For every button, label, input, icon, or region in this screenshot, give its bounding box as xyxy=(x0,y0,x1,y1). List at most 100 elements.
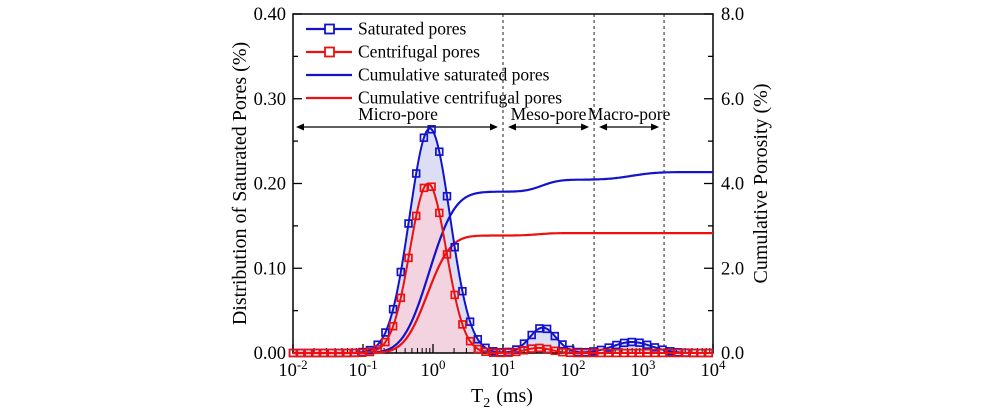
saturated-area-fill xyxy=(293,128,713,353)
saturated-series xyxy=(288,125,714,358)
centrifugal-series xyxy=(288,182,714,358)
centrifugal-square-marker xyxy=(642,348,652,358)
saturated-square-marker xyxy=(411,169,421,178)
x-axis-title: T2 (ms) xyxy=(471,385,533,411)
centrifugal-markers xyxy=(288,182,714,358)
x-axis-title-unit: (ms) xyxy=(496,385,533,407)
centrifugal-square-marker xyxy=(481,347,490,357)
centrifugal-square-marker xyxy=(488,348,498,357)
centrifugal-square-marker xyxy=(658,348,667,358)
centrifugal-square-marker xyxy=(334,348,344,358)
centrifugal-square-marker xyxy=(704,348,714,358)
y-left-tick-label: 0.00 xyxy=(254,344,286,364)
x-tick-exponent: -2 xyxy=(297,357,308,372)
centrifugal-square-marker xyxy=(673,348,683,358)
arrow-right-head-icon xyxy=(581,123,590,131)
saturated-square-marker xyxy=(612,340,621,350)
centrifugal-square-marker xyxy=(550,346,560,356)
y-left-tick-label: 0.40 xyxy=(254,5,286,25)
centrifugal-square-marker xyxy=(381,337,390,347)
x-tick-label: 101 xyxy=(491,357,516,381)
centrifugal-square-marker xyxy=(388,321,398,331)
centrifugal-square-marker xyxy=(458,320,467,329)
centrifugal-square-marker xyxy=(311,348,321,358)
x-tick-exponent: 4 xyxy=(719,357,726,372)
x-tick-base: 10 xyxy=(561,361,580,381)
saturated-square-marker xyxy=(558,340,567,349)
legend-square-marker-1 xyxy=(324,46,335,58)
region-label-micro-pore: Micro-pore xyxy=(358,104,438,124)
legend-square-marker-0 xyxy=(324,23,335,35)
saturated-square-marker xyxy=(650,343,660,352)
centrifugal-square-marker xyxy=(650,348,660,358)
y-right-tick-label: 4.0 xyxy=(721,175,744,195)
arrow-left-head-icon xyxy=(508,123,516,131)
x-tick-base: 10 xyxy=(278,361,297,381)
x-tick-label: 104 xyxy=(701,357,727,381)
centrifugal-square-marker xyxy=(666,348,675,358)
x-tick-exponent: 1 xyxy=(509,357,516,372)
x-tick-exponent: 0 xyxy=(439,357,446,372)
x-tick-label: 102 xyxy=(561,357,586,381)
saturated-square-marker xyxy=(450,242,459,252)
centrifugal-square-marker xyxy=(542,344,552,354)
centrifugal-square-marker xyxy=(696,348,706,358)
y-left-tick-label: 0.30 xyxy=(254,90,286,110)
centrifugal-square-marker xyxy=(519,346,529,355)
saturated-square-marker xyxy=(635,338,644,347)
y-right-axis-title: Cumulative Porosity (%) xyxy=(750,84,772,284)
centrifugal-square-marker xyxy=(427,182,436,191)
y-left-axis-title: Distribution of Saturated Pores (%) xyxy=(229,42,251,325)
saturated-square-marker xyxy=(627,337,637,347)
centrifugal-square-marker xyxy=(304,348,313,358)
saturated-square-marker xyxy=(527,330,536,340)
legend: Saturated pores Centrifugal pores Cumulati… xyxy=(306,19,562,108)
centrifugal-square-marker xyxy=(604,348,613,358)
saturated-square-marker xyxy=(419,133,429,142)
saturated-square-marker xyxy=(388,304,398,314)
centrifugal-square-marker xyxy=(396,293,406,303)
centrifugal-square-marker xyxy=(527,344,536,353)
centrifugal-square-marker xyxy=(589,348,598,358)
legend-label-1: Centrifugal pores xyxy=(358,42,480,62)
saturated-square-marker xyxy=(642,340,652,350)
arrow-left-head-icon xyxy=(599,123,608,131)
centrifugal-square-marker xyxy=(535,343,544,353)
x-tick-label: 10-2 xyxy=(278,357,307,381)
centrifugal-square-marker xyxy=(419,183,429,193)
saturated-markers xyxy=(288,125,714,358)
x-tick-exponent: 3 xyxy=(649,357,656,372)
x-tick-label: 100 xyxy=(421,357,446,381)
saturated-square-marker xyxy=(404,219,413,228)
legend-label-2: Cumulative saturated pores xyxy=(358,65,550,85)
arrow-left-head-icon xyxy=(296,123,304,131)
y-right-tick-label: 8.0 xyxy=(721,5,744,25)
saturated-square-marker xyxy=(542,324,552,334)
saturated-square-marker xyxy=(442,191,452,201)
saturated-square-marker xyxy=(373,340,382,349)
region-label-macro-pore: Macro-pore xyxy=(588,104,671,124)
arrow-right-head-icon xyxy=(651,123,660,131)
centrifugal-square-marker xyxy=(450,290,459,300)
centrifugal-square-marker xyxy=(573,348,583,358)
centrifugal-square-marker xyxy=(411,211,421,221)
x-tick-exponent: -1 xyxy=(367,357,378,372)
centrifugal-square-marker xyxy=(358,348,367,358)
region-label-meso-pore: Meso-pore xyxy=(511,104,587,124)
saturated-square-marker xyxy=(619,338,629,348)
x-tick-base: 10 xyxy=(421,361,440,381)
centrifugal-square-marker xyxy=(681,348,690,358)
legend-label-3: Cumulative centrifugal pores xyxy=(358,88,562,108)
centrifugal-square-marker xyxy=(373,345,382,354)
centrifugal-square-marker xyxy=(288,348,298,358)
centrifugal-square-marker xyxy=(565,348,575,358)
saturated-square-marker xyxy=(458,286,467,296)
centrifugal-square-marker xyxy=(689,348,698,358)
centrifugal-square-marker xyxy=(404,253,413,263)
saturated-square-marker xyxy=(396,267,406,277)
centrifugal-square-marker xyxy=(296,348,305,358)
centrifugal-square-marker xyxy=(442,250,452,259)
x-tick-base: 10 xyxy=(701,361,720,381)
